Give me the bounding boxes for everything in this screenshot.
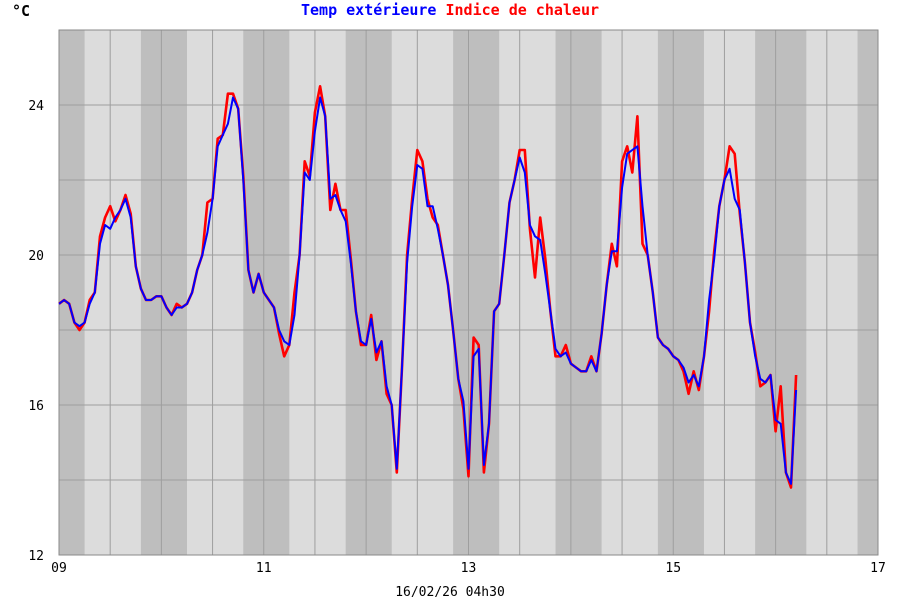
night-band-3	[345, 30, 392, 555]
night-band-5	[555, 30, 602, 555]
x-tick-label-13: 13	[461, 561, 477, 576]
y-tick-label-12: 12	[28, 549, 44, 564]
title-heat: Indice de chaleur	[445, 1, 599, 19]
title-temp: Temp extérieure	[301, 1, 436, 19]
x-tick-label-09: 09	[51, 561, 67, 576]
plot-frame	[58, 29, 879, 556]
footer-timestamp: 16/02/26 04h30	[395, 585, 505, 600]
y-tick-label-24: 24	[28, 99, 44, 114]
x-tick-label-11: 11	[256, 561, 272, 576]
series-temp-exterieure	[58, 96, 798, 485]
unit-label: °C	[12, 2, 30, 20]
night-band-2	[243, 30, 290, 555]
night-band-0	[59, 30, 85, 555]
chart-title: Temp extérieure Indice de chaleur	[301, 1, 599, 19]
night-band-1	[140, 30, 187, 555]
y-tick-label-16: 16	[28, 399, 44, 414]
night-band-7	[755, 30, 807, 555]
x-tick-label-17: 17	[870, 561, 886, 576]
plot-area: 12 16 20 24 09 11 13 15 17	[28, 29, 886, 576]
x-tick-label-15: 15	[665, 561, 681, 576]
night-band-6	[657, 30, 704, 555]
y-tick-label-20: 20	[28, 249, 44, 264]
night-band-4	[453, 30, 500, 555]
night-band-8	[857, 30, 878, 555]
